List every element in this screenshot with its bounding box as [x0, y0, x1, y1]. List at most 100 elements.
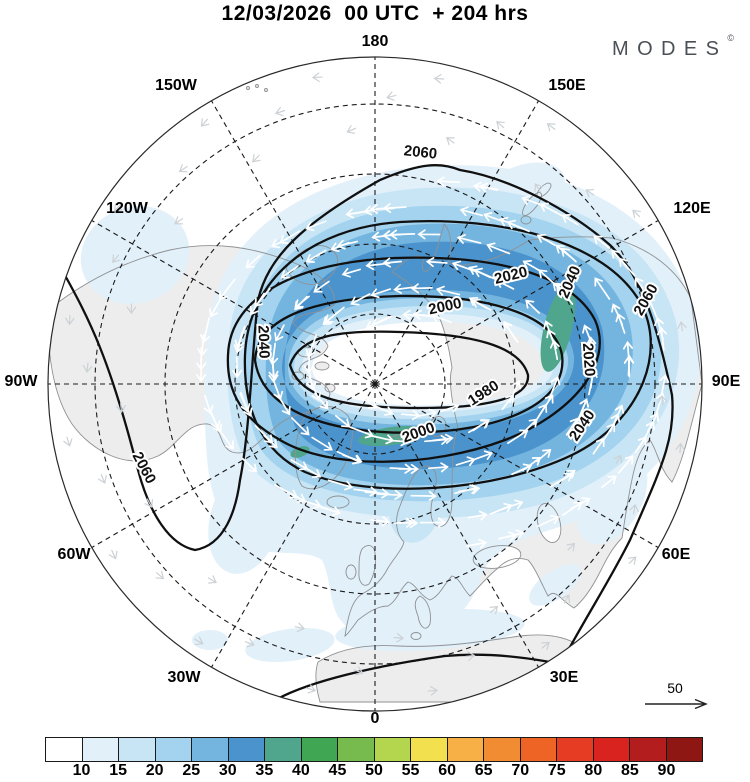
- colorbar-cell: [557, 738, 594, 761]
- wind-arrow: [174, 216, 184, 225]
- wind-arrow: [632, 209, 641, 219]
- landmass-sicily: [410, 632, 422, 640]
- wind-arrow: [336, 450, 362, 465]
- wind-arrow: [640, 420, 655, 445]
- wind-arrow: [245, 254, 261, 269]
- landmass-iceland: [326, 495, 350, 509]
- wind-arrow: [419, 517, 447, 528]
- colorbar-tick-65: 65: [474, 762, 493, 779]
- wind-arrow: [244, 638, 255, 648]
- colorbar-tick-25: 25: [182, 762, 201, 779]
- wind-arrow: [425, 257, 448, 268]
- coastlines: [48, 84, 702, 703]
- longitude-labels: 180 150W 150E 120W 120E 90W 90E 60W 60E 30W 30E 0: [5, 33, 741, 727]
- wind-arrow: [371, 231, 393, 242]
- wind-arrow: [565, 417, 579, 436]
- wind-arrow: [155, 570, 165, 580]
- wind-arrow: [389, 463, 413, 474]
- wind-arrow: [349, 426, 375, 439]
- wind-arrow: [612, 404, 625, 427]
- wind-arrow: [410, 283, 433, 294]
- wind-arrow: [507, 429, 529, 444]
- wind-arrow: [503, 321, 519, 343]
- wind-arrow: [370, 288, 392, 299]
- black-sea: [472, 545, 522, 569]
- lon-label-30E: 30E: [550, 669, 579, 686]
- wind-arrow: [561, 594, 571, 604]
- contour-2000: [253, 294, 564, 434]
- wind-arrow: [418, 408, 438, 419]
- wind-arrow: [468, 419, 490, 434]
- landmass-ireland: [345, 564, 357, 580]
- reference-arrow-label: 50: [667, 680, 683, 696]
- wind-arrow: [613, 454, 623, 464]
- wind-arrow: [232, 356, 243, 379]
- wind-arrow: [382, 202, 407, 214]
- wind-arrow: [393, 283, 417, 294]
- wind-arrow: [305, 684, 317, 694]
- wind-arrow: [546, 123, 556, 132]
- colorbar-tick-10: 10: [72, 762, 91, 779]
- landmass-africa: [315, 634, 642, 703]
- wind-arrow: [386, 91, 397, 101]
- wind-arrow: [350, 293, 371, 306]
- wind-arrow: [305, 334, 318, 359]
- lon-label-180: 180: [362, 33, 389, 50]
- contour-2060-main: [60, 164, 674, 666]
- wind-arrow: [290, 417, 310, 436]
- wind-arrow: [234, 325, 246, 349]
- colorbar-cell: [593, 738, 630, 761]
- contour-label: 2060: [403, 142, 438, 162]
- wind-arrow: [585, 189, 595, 198]
- lon-label-30W: 30W: [168, 669, 202, 686]
- wind-arrow: [252, 153, 261, 163]
- colorbar-cell: [447, 738, 484, 761]
- wind-arrow: [525, 299, 540, 314]
- colorbar-cell: [338, 738, 375, 761]
- wind-arrow: [209, 296, 223, 318]
- wind-arrow: [587, 366, 598, 389]
- lon-label-150W: 150W: [155, 77, 198, 94]
- wind-arrow: [467, 510, 488, 521]
- wind-arrow: [382, 257, 403, 268]
- wind-arrow: [659, 373, 670, 396]
- wind-arrow: [294, 295, 310, 309]
- colorbar-tick-55: 55: [401, 762, 420, 779]
- colorbar-tick-70: 70: [511, 762, 530, 779]
- wind-arrow: [270, 237, 290, 249]
- lon-label-0: 0: [371, 710, 380, 727]
- wind-arrow: [511, 463, 533, 476]
- wind-arrow: [370, 315, 393, 328]
- lon-label-60E: 60E: [662, 546, 691, 563]
- wind-arrow: [290, 459, 309, 471]
- wind-arrow: [363, 205, 384, 216]
- wind-arrow: [393, 517, 415, 528]
- wind-arrow: [433, 74, 445, 84]
- wind-arrow: [576, 398, 589, 423]
- colorbar-tick-90: 90: [657, 762, 676, 779]
- wind-arrow: [566, 542, 576, 552]
- map-boundary-circle: [47, 56, 703, 712]
- wind-arrow: [501, 394, 514, 411]
- contour-label: 2040: [254, 325, 272, 359]
- wind-arrow: [561, 214, 579, 226]
- brand-name: MODES: [612, 38, 728, 60]
- landmass-eurasia: [344, 223, 702, 637]
- wind-arrow: [417, 229, 441, 240]
- height-contours: [60, 164, 674, 703]
- wind-arrow: [562, 501, 583, 516]
- lon-label-90W: 90W: [5, 373, 39, 390]
- wind-arrow: [506, 219, 530, 233]
- wind-arrow: [642, 283, 653, 295]
- wind-arrow: [273, 381, 284, 401]
- wind-arrow: [454, 484, 479, 495]
- contour-1980: [288, 330, 530, 410]
- wind-arrow: [436, 176, 461, 187]
- wind-arrow: [113, 203, 123, 212]
- colorbar-cell: [265, 738, 302, 761]
- lon-label-90E: 90E: [712, 373, 741, 390]
- wind-arrow: [63, 436, 73, 447]
- wind-arrow: [538, 269, 554, 284]
